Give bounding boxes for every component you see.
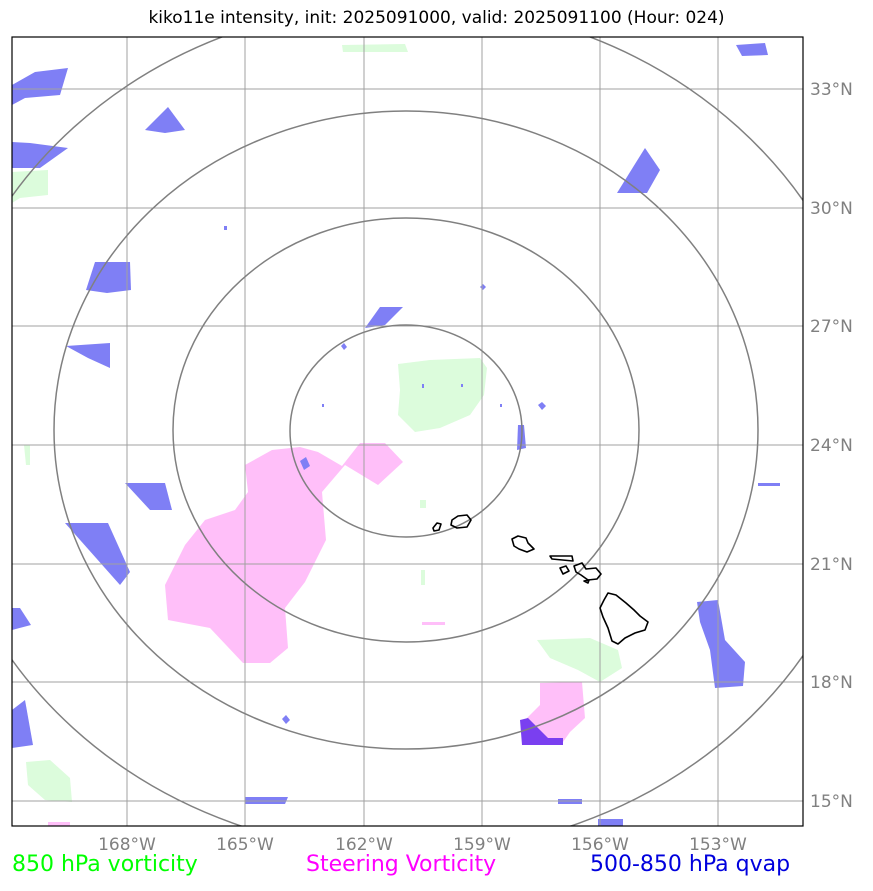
island-kahoolawe xyxy=(583,579,590,584)
island-hawaii xyxy=(599,592,649,645)
island-oahu xyxy=(511,535,535,553)
lat-label: 33°N xyxy=(810,80,853,100)
lat-label: 30°N xyxy=(810,199,853,219)
lon-label: 156°W xyxy=(571,835,629,855)
vorticity-850-areas xyxy=(12,44,622,802)
island-lanai xyxy=(559,565,570,575)
lat-label: 27°N xyxy=(810,317,853,337)
lon-label: 153°W xyxy=(689,835,747,855)
island-maui xyxy=(573,562,602,581)
map-title: kiko11e intensity, init: 2025091000, val… xyxy=(148,8,725,28)
island-kauai xyxy=(450,514,472,529)
coastline xyxy=(432,514,649,645)
lat-label: 24°N xyxy=(810,436,853,456)
longitude-labels: 168°W 165°W 162°W 159°W 156°W 153°W xyxy=(98,835,747,855)
legend-qvap: 500-850 hPa qvap xyxy=(590,852,791,877)
lat-label: 15°N xyxy=(810,792,853,812)
island-niihau xyxy=(432,522,442,532)
graticule xyxy=(12,37,803,826)
legend-vorticity-850: 850 hPa vorticity xyxy=(12,852,198,877)
legend-steering-vorticity: Steering Vorticity xyxy=(306,852,497,877)
range-rings xyxy=(12,37,803,826)
steering-vorticity-areas xyxy=(48,443,585,826)
lon-label: 159°W xyxy=(453,835,511,855)
island-molokai xyxy=(549,555,574,562)
lat-label: 18°N xyxy=(810,673,853,693)
overlap-area xyxy=(520,718,563,745)
map-frame xyxy=(11,36,804,827)
lon-label: 162°W xyxy=(335,835,393,855)
lat-label: 21°N xyxy=(810,555,853,575)
lon-label: 168°W xyxy=(98,835,156,855)
lon-label: 165°W xyxy=(216,835,274,855)
latitude-labels: 33°N 30°N 27°N 24°N 21°N 18°N 15°N xyxy=(810,80,853,812)
qvap-areas xyxy=(12,43,780,826)
